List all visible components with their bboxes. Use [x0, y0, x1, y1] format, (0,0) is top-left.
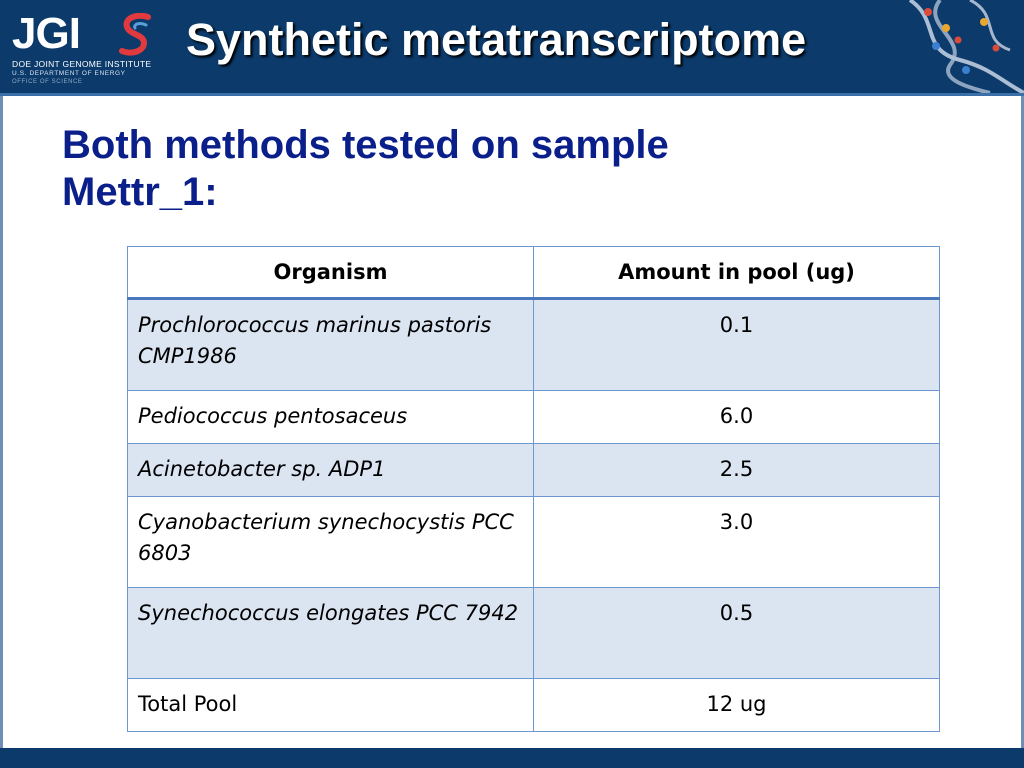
amount-cell: 0.1 [533, 298, 940, 391]
amount-cell: 3.0 [533, 496, 940, 588]
logo-office: OFFICE OF SCIENCE [12, 79, 83, 85]
organism-cell: Acinetobacter sp. ADP1 [127, 443, 534, 497]
table-row: Pediococcus pentosaceus 6.0 [127, 390, 940, 444]
header-title: Synthetic metatranscriptome [186, 14, 807, 65]
dna-helix-icon [908, 0, 1024, 93]
jgi-logo: JGI DOE JOINT GENOME INSTITUTE U.S. DEPA… [12, 8, 162, 88]
amount-cell: 6.0 [533, 390, 940, 444]
column-header-organism: Organism [127, 246, 534, 299]
table-row: Prochlorococcus marinus pastoris CMP1986… [127, 298, 940, 391]
logo-text: JGI [12, 9, 81, 58]
slide-right-border [1021, 96, 1024, 748]
total-label-cell: Total Pool [127, 678, 534, 732]
total-amount-cell: 12 ug [533, 678, 940, 732]
logo-department: U.S. DEPARTMENT OF ENERGY [12, 70, 126, 77]
organism-cell: Synechococcus elongates PCC 7942 [127, 587, 534, 679]
header-accent-line [0, 93, 1024, 96]
slide-left-border [0, 96, 3, 748]
table-total-row: Total Pool 12 ug [127, 678, 940, 732]
table-header-row: Organism Amount in pool (ug) [127, 246, 940, 299]
organism-cell: Prochlorococcus marinus pastoris CMP1986 [127, 298, 534, 391]
amount-cell: 0.5 [533, 587, 940, 679]
header-bar: JGI DOE JOINT GENOME INSTITUTE U.S. DEPA… [0, 0, 1024, 93]
logo-subtitle: DOE JOINT GENOME INSTITUTE [12, 59, 152, 69]
table-row: Acinetobacter sp. ADP1 2.5 [127, 443, 940, 497]
column-header-amount: Amount in pool (ug) [533, 246, 940, 299]
table-row: Synechococcus elongates PCC 7942 0.5 [127, 587, 940, 679]
slide-title: Both methods tested on sample Mettr_1: [62, 123, 669, 214]
organism-cell: Pediococcus pentosaceus [127, 390, 534, 444]
organism-amount-table: Organism Amount in pool (ug) Prochloroco… [127, 246, 940, 732]
footer-bar [0, 748, 1024, 768]
table-row: Cyanobacterium synechocystis PCC 6803 3.… [127, 496, 940, 588]
s-swoosh-icon [119, 13, 151, 56]
organism-cell: Cyanobacterium synechocystis PCC 6803 [127, 496, 534, 588]
amount-cell: 2.5 [533, 443, 940, 497]
